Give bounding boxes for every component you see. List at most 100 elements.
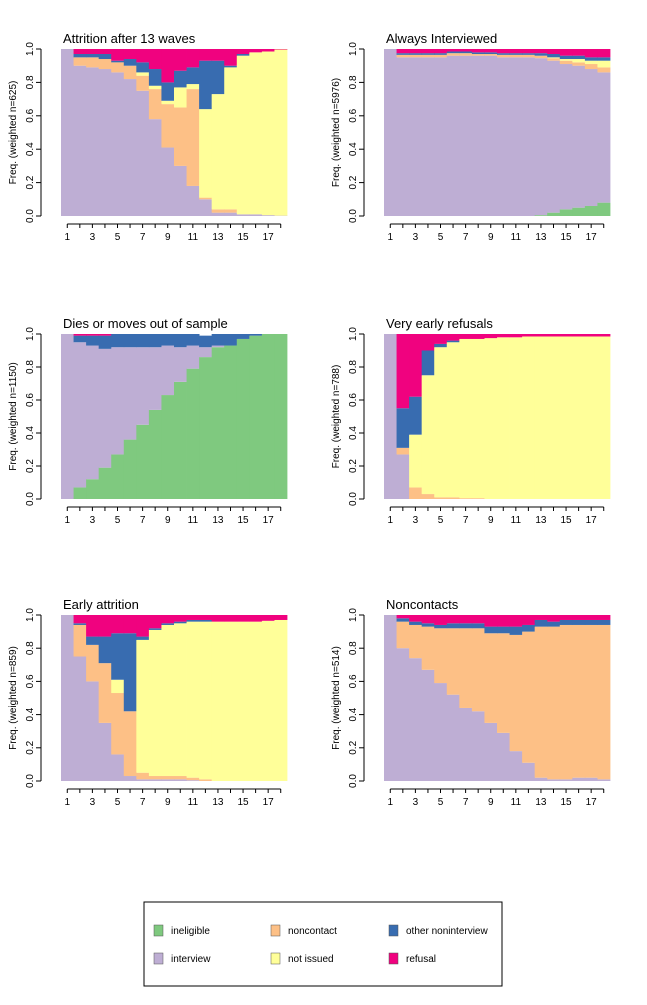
bar-segment-refusal-wave-2 <box>74 615 87 623</box>
bar-segment-refusal-wave-17 <box>585 49 598 57</box>
bar-segment-refusal-wave-3 <box>86 49 99 54</box>
bar-segment-ineligible-wave-9 <box>161 395 174 499</box>
bar-segment-noncontact-wave-5 <box>434 55 447 58</box>
x-tick-label: 17 <box>263 232 275 243</box>
y-tick-label: 0.6 <box>25 393 36 407</box>
bar-segment-noncontact-wave-9 <box>484 633 497 723</box>
bar-segment-noncontact-wave-11 <box>510 635 523 751</box>
bar-segment-interview-wave-4 <box>99 349 112 468</box>
bar-segment-other_noninterview-wave-6 <box>447 52 460 54</box>
panel-title: Very early refusals <box>386 316 493 331</box>
bar-segment-other_noninterview-wave-9 <box>161 334 174 346</box>
bar-segment-refusal-wave-13 <box>535 615 548 620</box>
bar-segment-other_noninterview-wave-7 <box>459 623 472 628</box>
y-axis-label: Freq. (weighted n=1150) <box>8 362 19 471</box>
bar-segment-interview-wave-13 <box>212 346 225 348</box>
bar-segment-other_noninterview-wave-2 <box>397 618 410 621</box>
bar-segment-other_noninterview-wave-10 <box>497 53 510 55</box>
y-tick-label: 1.0 <box>348 608 359 622</box>
x-tick-label: 1 <box>64 515 70 526</box>
bar-segment-interview-wave-11 <box>510 751 523 781</box>
bar-segment-noncontact-wave-2 <box>397 55 410 58</box>
bar-segment-refusal-wave-11 <box>187 49 200 67</box>
legend-swatch-other_noninterview <box>389 925 398 936</box>
bar-segment-refusal-wave-2 <box>397 615 410 618</box>
bar-segment-interview-wave-12 <box>199 347 212 357</box>
bar-segment-interview-wave-5 <box>111 72 124 216</box>
x-tick-label: 7 <box>463 232 469 243</box>
x-tick-label: 11 <box>511 797 522 808</box>
y-tick-label: 0.4 <box>25 707 36 721</box>
bar-segment-other_noninterview-wave-4 <box>99 637 112 664</box>
bar-segment-noncontact-wave-13 <box>212 209 225 212</box>
x-tick-label: 13 <box>212 515 224 526</box>
bar-segment-other_noninterview-wave-18 <box>597 57 610 60</box>
y-axis-label: Freq. (weighted n=5976) <box>331 78 342 187</box>
bar-segment-interview-wave-9 <box>161 779 174 781</box>
bar-segment-noncontact-wave-13 <box>535 627 548 778</box>
legend-label-interview: interview <box>171 954 211 965</box>
panel-title: Noncontacts <box>386 597 459 612</box>
bar-segment-other_noninterview-wave-4 <box>422 53 435 55</box>
bar-segment-other_noninterview-wave-11 <box>187 67 200 84</box>
bar-segment-ineligible-wave-3 <box>86 479 99 499</box>
legend-swatch-not_issued <box>271 953 280 964</box>
bar-segment-interview-wave-11 <box>187 346 200 369</box>
x-tick-label: 15 <box>237 515 249 526</box>
bar-segment-other_noninterview-wave-15 <box>560 56 573 59</box>
bar-segment-noncontact-wave-7 <box>459 628 472 708</box>
bar-segment-other_noninterview-wave-3 <box>86 54 99 57</box>
y-tick-label: 0.6 <box>348 674 359 688</box>
bar-segment-noncontact-wave-10 <box>174 776 187 779</box>
x-tick-label: 13 <box>535 232 547 243</box>
bar-segment-other_noninterview-wave-17 <box>585 620 598 625</box>
bar-segment-not_issued-wave-18 <box>274 620 287 781</box>
bar-segment-not_issued-wave-14 <box>547 336 560 499</box>
bar-segment-other_noninterview-wave-14 <box>224 334 237 346</box>
bar-segment-other_noninterview-wave-13 <box>212 61 225 94</box>
bar-segment-interview-wave-7 <box>459 56 472 216</box>
bar-segment-other_noninterview-wave-5 <box>434 625 447 628</box>
bar-segment-interview-wave-17 <box>262 215 275 216</box>
bar-segment-refusal-wave-11 <box>510 49 523 53</box>
bar-segment-refusal-wave-14 <box>547 49 560 54</box>
bar-segment-other_noninterview-wave-14 <box>547 54 560 57</box>
bar-segment-refusal-wave-7 <box>459 334 472 339</box>
x-tick-label: 1 <box>387 515 393 526</box>
x-tick-label: 13 <box>212 797 224 808</box>
bar-segment-interview-wave-10 <box>497 733 510 781</box>
bar-segment-interview-wave-18 <box>597 72 610 202</box>
y-tick-label: 0.2 <box>348 175 359 189</box>
bar-segment-interview-wave-7 <box>459 708 472 781</box>
y-tick-label: 0.2 <box>25 740 36 754</box>
bar-segment-refusal-wave-2 <box>74 49 87 54</box>
bar-segment-interview-wave-3 <box>409 57 422 216</box>
bar-segment-refusal-wave-3 <box>86 334 99 336</box>
bar-segment-interview-wave-18 <box>597 779 610 781</box>
bar-segment-interview-wave-9 <box>484 723 497 781</box>
bar-segment-refusal-wave-7 <box>459 615 472 623</box>
x-tick-label: 15 <box>560 515 572 526</box>
bar-segment-other_noninterview-wave-6 <box>447 623 460 628</box>
x-tick-label: 5 <box>115 515 121 526</box>
bar-segment-other_noninterview-wave-11 <box>187 620 200 622</box>
bar-segment-refusal-wave-18 <box>274 49 287 50</box>
bar-segment-other_noninterview-wave-8 <box>149 334 162 347</box>
bar-segment-interview-wave-12 <box>522 763 535 781</box>
bar-segment-other_noninterview-wave-3 <box>409 622 422 625</box>
bar-segment-not_issued-wave-13 <box>212 622 225 781</box>
bar-segment-refusal-wave-12 <box>522 334 535 336</box>
bar-segment-interview-wave-5 <box>434 683 447 781</box>
bar-segment-interview-wave-8 <box>472 711 485 781</box>
x-tick-label: 9 <box>165 232 171 243</box>
x-tick-label: 3 <box>413 515 419 526</box>
bar-segment-other_noninterview-wave-5 <box>434 344 447 347</box>
x-tick-label: 3 <box>90 515 96 526</box>
bar-segment-not_issued-wave-12 <box>522 336 535 499</box>
bar-segment-refusal-wave-13 <box>212 615 225 622</box>
bar-segment-refusal-wave-13 <box>212 49 225 61</box>
bar-segment-not_issued-wave-7 <box>136 640 149 773</box>
bar-segment-other_noninterview-wave-3 <box>409 53 422 55</box>
bar-segment-noncontact-wave-14 <box>547 627 560 780</box>
